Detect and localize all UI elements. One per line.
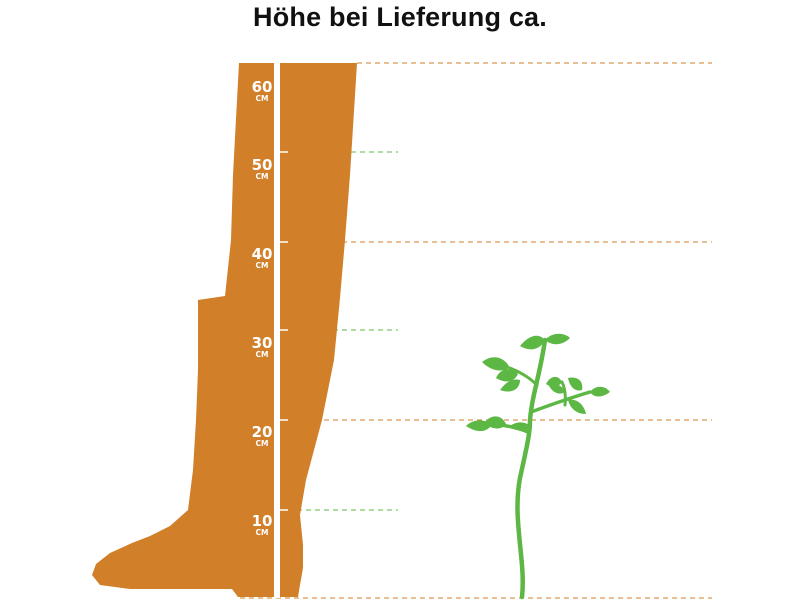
scale-value: 40 — [252, 245, 273, 263]
scale-value: 10 — [252, 512, 273, 530]
leaf — [482, 357, 510, 371]
scale-unit: CM — [256, 439, 269, 448]
scale-label-10: 10 CM — [252, 512, 273, 537]
leaf — [545, 333, 570, 345]
leaf — [548, 383, 566, 394]
leaf — [496, 369, 518, 382]
scale-value: 50 — [252, 156, 273, 174]
leaf — [520, 335, 545, 350]
scale-label-50: 50 CM — [252, 156, 273, 181]
leaf — [510, 422, 532, 431]
plant-illustration — [466, 333, 610, 600]
scale-unit: CM — [256, 350, 269, 359]
scale-value: 60 — [252, 78, 273, 96]
scale-unit: CM — [256, 528, 269, 537]
page-title: Höhe bei Lieferung ca. — [253, 2, 547, 32]
scale-label-60: 60 CM — [252, 78, 273, 103]
leaf — [500, 379, 520, 392]
scale-value: 30 — [252, 334, 273, 352]
scale-unit: CM — [256, 94, 269, 103]
leaf — [484, 416, 506, 429]
ruler-ticks — [280, 151, 288, 511]
leaf — [568, 399, 586, 414]
scale-label-20: 20 CM — [252, 423, 273, 448]
boot-silhouette — [92, 63, 357, 597]
scale-value: 20 — [252, 423, 273, 441]
leaf — [568, 377, 583, 391]
leaf — [590, 386, 610, 397]
scale-label-40: 40 CM — [252, 245, 273, 270]
scale-unit: CM — [256, 172, 269, 181]
scale-label-30: 30 CM — [252, 334, 273, 359]
scale-unit: CM — [256, 261, 269, 270]
ruler-strip — [274, 63, 280, 598]
